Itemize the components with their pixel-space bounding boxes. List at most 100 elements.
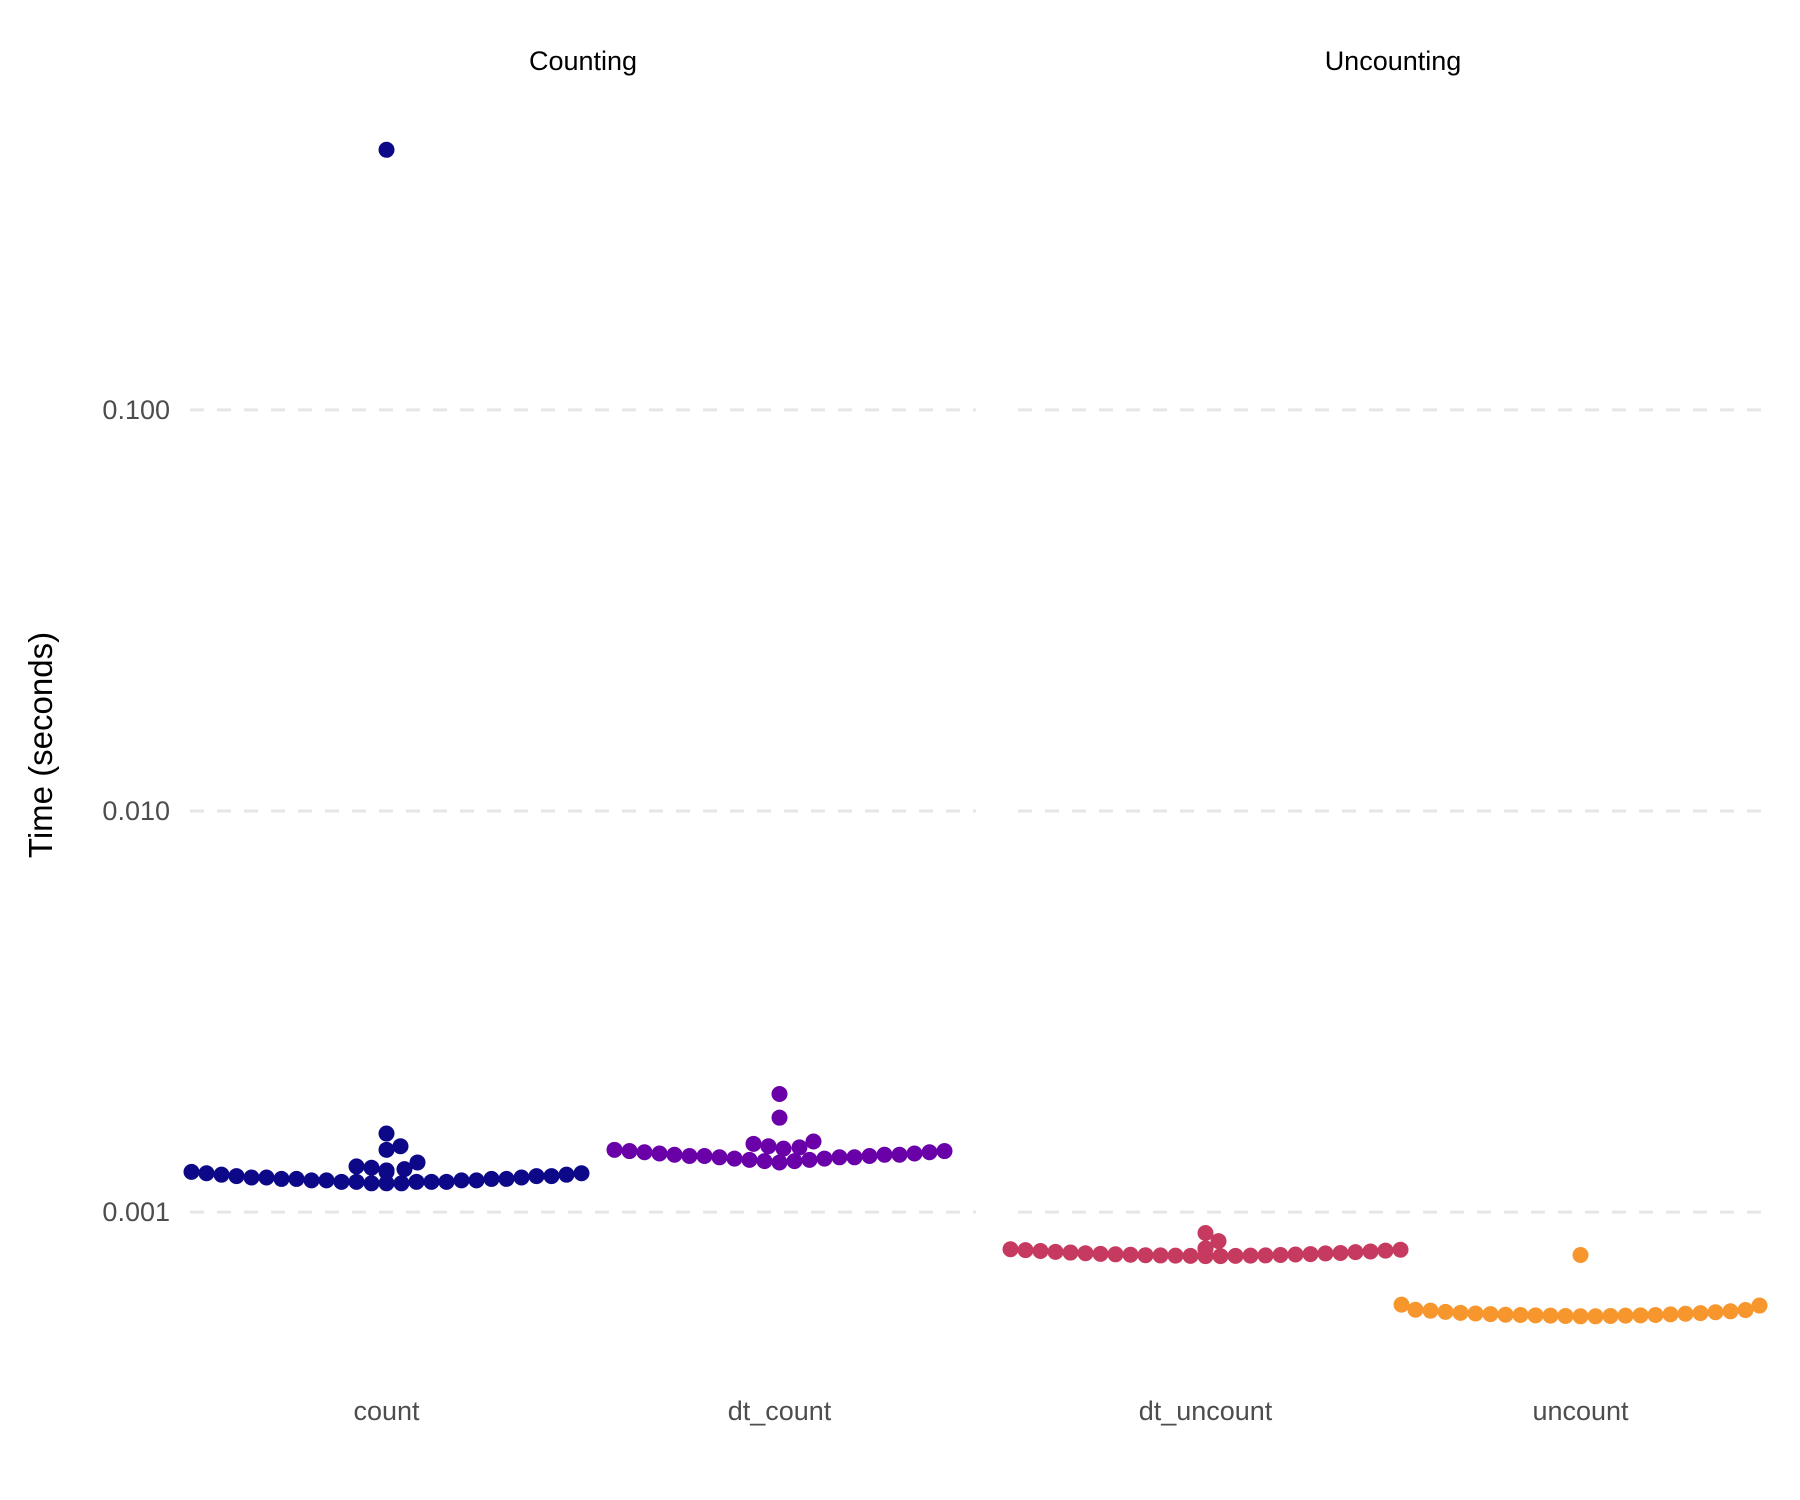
data-point-dt_uncount [1152, 1247, 1169, 1264]
data-point-uncount [1452, 1304, 1469, 1321]
x-tick-label: count [353, 1396, 420, 1426]
y-tick-label: 0.001 [102, 1197, 170, 1227]
data-point-dt_uncount [1047, 1243, 1064, 1260]
data-point-count [513, 1169, 530, 1186]
data-point-dt_uncount [1212, 1248, 1229, 1265]
data-points [183, 141, 1768, 1325]
data-point-uncount [1751, 1297, 1768, 1314]
data-point-count [483, 1170, 500, 1187]
data-point-dt_count [666, 1146, 683, 1163]
data-point-uncount [1497, 1306, 1514, 1323]
data-point-count [409, 1154, 426, 1171]
data-point-uncount [1737, 1302, 1754, 1319]
data-point-dt_uncount [1032, 1243, 1049, 1260]
data-point-dt_count [921, 1144, 938, 1161]
data-point-dt_count [906, 1145, 923, 1162]
data-point-count [273, 1170, 290, 1187]
data-point-count [453, 1172, 470, 1189]
data-point-uncount [1722, 1303, 1739, 1320]
data-point-dt_uncount [1377, 1242, 1394, 1259]
data-point-count [438, 1173, 455, 1190]
data-point-count [318, 1172, 335, 1189]
data-point-count [303, 1172, 320, 1189]
data-point-dt_count [696, 1148, 713, 1165]
data-point-count [378, 1175, 395, 1192]
data-point-dt_count [831, 1149, 848, 1166]
data-point-dt_count [621, 1143, 638, 1160]
data-point-count [213, 1166, 230, 1183]
data-point-dt_uncount [1017, 1242, 1034, 1259]
data-point-dt_uncount [1167, 1247, 1184, 1264]
data-point-count [392, 1138, 409, 1155]
data-point-dt_count [741, 1151, 758, 1168]
data-point-dt_count [756, 1153, 773, 1170]
data-point-dt_uncount [1092, 1245, 1109, 1262]
data-point-uncount [1437, 1303, 1454, 1320]
data-point-dt_uncount [1077, 1245, 1094, 1262]
data-point-dt_uncount [1210, 1233, 1227, 1250]
data-point-dt_uncount [1272, 1246, 1289, 1263]
data-point-count [573, 1165, 590, 1182]
data-point-dt_uncount [1002, 1241, 1019, 1258]
data-point-dt_count [760, 1138, 777, 1155]
data-point-uncount [1572, 1308, 1589, 1325]
data-point-dt_count [771, 1154, 788, 1171]
strip-label: Uncounting [1325, 46, 1462, 76]
data-point-dt_uncount [1302, 1246, 1319, 1263]
data-point-uncount [1632, 1307, 1649, 1324]
data-point-count [198, 1165, 215, 1182]
data-point-count [423, 1173, 440, 1190]
strip-label: Counting [529, 46, 637, 76]
data-point-count [393, 1175, 410, 1192]
data-point-count [378, 1125, 395, 1142]
data-point-dt_uncount [1107, 1246, 1124, 1263]
data-point-dt_count [771, 1086, 788, 1103]
data-point-uncount [1617, 1307, 1634, 1324]
data-point-dt_uncount [1332, 1244, 1349, 1261]
data-point-count [378, 1162, 395, 1179]
data-point-dt_count [891, 1146, 908, 1163]
data-point-dt_uncount [1137, 1247, 1154, 1264]
data-point-count [243, 1169, 260, 1186]
data-point-count [228, 1168, 245, 1185]
strip-labels: Counting Uncounting [529, 46, 1461, 76]
data-point-dt_uncount [1347, 1244, 1364, 1261]
data-point-count [528, 1168, 545, 1185]
x-tick-labels: count dt_count dt_uncount uncount [353, 1396, 1629, 1426]
data-point-dt_count [775, 1140, 792, 1157]
data-point-dt_count [636, 1144, 653, 1161]
data-point-count [498, 1170, 515, 1187]
data-point-dt_uncount [1392, 1241, 1409, 1258]
data-point-dt_count [606, 1141, 623, 1158]
data-point-uncount [1482, 1306, 1499, 1323]
data-point-uncount [1422, 1302, 1439, 1319]
data-point-count [363, 1159, 380, 1176]
data-point-count [363, 1175, 380, 1192]
data-point-count [378, 141, 395, 158]
y-tick-label: 0.010 [102, 796, 170, 826]
data-point-dt_count [745, 1135, 762, 1152]
data-point-dt_uncount [1362, 1243, 1379, 1260]
data-point-uncount [1542, 1307, 1559, 1324]
data-point-count [396, 1161, 413, 1178]
data-point-count [543, 1168, 560, 1185]
data-point-dt_count [876, 1146, 893, 1163]
data-point-dt_count [681, 1148, 698, 1165]
x-tick-label: uncount [1532, 1396, 1629, 1426]
data-point-count [288, 1170, 305, 1187]
data-point-uncount [1707, 1304, 1724, 1321]
data-point-dt_uncount [1197, 1240, 1214, 1257]
data-point-count [183, 1163, 200, 1180]
data-point-dt_uncount [1227, 1247, 1244, 1264]
data-point-count [558, 1166, 575, 1183]
data-point-dt_uncount [1062, 1244, 1079, 1261]
data-point-dt_count [771, 1109, 788, 1126]
data-point-dt_count [801, 1151, 818, 1168]
data-point-uncount [1662, 1306, 1679, 1323]
data-point-dt_count [786, 1153, 803, 1170]
data-point-uncount [1572, 1246, 1589, 1263]
data-point-dt_uncount [1287, 1246, 1304, 1263]
data-point-uncount [1393, 1296, 1410, 1313]
data-point-dt_count [816, 1150, 833, 1167]
